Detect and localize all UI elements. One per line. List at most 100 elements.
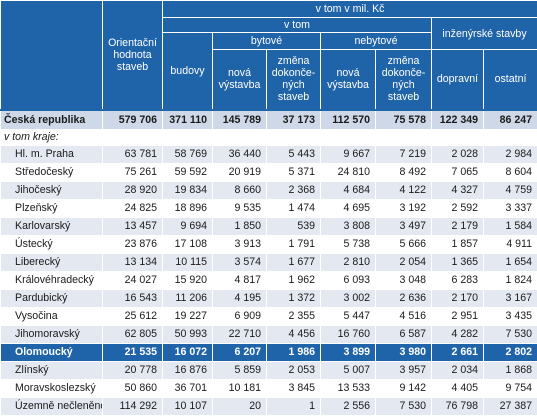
cell-value: 13 457 <box>103 217 163 235</box>
header-nebytove: nebytové <box>321 33 432 50</box>
cell-value: 3 845 <box>267 379 321 397</box>
subheader-label: v tom kraje: <box>1 129 537 145</box>
row-label: Ústecký <box>1 235 103 253</box>
cell-value: 86 247 <box>484 110 537 130</box>
cell-value: 23 876 <box>103 235 163 253</box>
cell-value: 4 456 <box>267 325 321 343</box>
cell-value: 371 110 <box>163 110 213 130</box>
cell-value: 13 134 <box>103 253 163 271</box>
cell-value: 2 592 <box>432 199 484 217</box>
cell-value: 3 167 <box>484 289 537 307</box>
row-label: Územně nečleněno <box>1 397 103 415</box>
cell-value: 539 <box>267 217 321 235</box>
cell-value: 1 654 <box>484 253 537 271</box>
cell-value: 1 868 <box>484 361 537 379</box>
cell-value: 579 706 <box>103 110 163 130</box>
header-zmena-bytove: změna dokonče-ných staveb <box>267 50 321 110</box>
cell-value: 1 824 <box>484 271 537 289</box>
cell-value: 4 405 <box>432 379 484 397</box>
cell-value: 2 368 <box>267 181 321 199</box>
cell-value: 18 896 <box>163 199 213 217</box>
cell-value: 3 913 <box>213 235 267 253</box>
cell-value: 20 778 <box>103 361 163 379</box>
cell-value: 28 920 <box>103 181 163 199</box>
cell-value: 114 292 <box>103 397 163 415</box>
row-label: Královéhradecký <box>1 271 103 289</box>
header-zmena-nebytove: změna dokonče-ných staveb <box>376 50 432 110</box>
cell-value: 76 798 <box>432 397 484 415</box>
row-label: Středočeský <box>1 163 103 181</box>
cell-value: 17 108 <box>163 235 213 253</box>
cell-value: 5 447 <box>321 307 376 325</box>
cell-value: 9 535 <box>213 199 267 217</box>
cell-value: 2 802 <box>484 343 537 361</box>
cell-value: 16 543 <box>103 289 163 307</box>
cell-value: 50 993 <box>163 325 213 343</box>
row-label: Olomoucký <box>1 343 103 361</box>
cell-value: 4 817 <box>213 271 267 289</box>
cell-value: 8 604 <box>484 163 537 181</box>
cell-value: 3 574 <box>213 253 267 271</box>
cell-value: 75 261 <box>103 163 163 181</box>
header-orientacni-hodnota: Orientační hodnota staveb <box>103 1 163 110</box>
row-label: Hl. m. Praha <box>1 145 103 163</box>
header-nova-vystavba-bytove: nová výstavba <box>213 50 267 110</box>
cell-value: 3 048 <box>376 271 432 289</box>
cell-value: 5 738 <box>321 235 376 253</box>
cell-value: 2 170 <box>432 289 484 307</box>
corner-header <box>1 1 103 110</box>
cell-value: 7 530 <box>376 397 432 415</box>
header-inzenyrske-stavby: inženýrské stavby <box>432 18 537 50</box>
cell-value: 3 192 <box>376 199 432 217</box>
cell-value: 2 984 <box>484 145 537 163</box>
cell-value: 1 850 <box>213 217 267 235</box>
cell-value: 37 173 <box>267 110 321 130</box>
cell-value: 3 980 <box>376 343 432 361</box>
row-label: Plzeňský <box>1 199 103 217</box>
cell-value: 62 805 <box>103 325 163 343</box>
cell-value: 10 115 <box>163 253 213 271</box>
cell-value: 6 587 <box>376 325 432 343</box>
header-nova-vystavba-nebytove: nová výstavba <box>321 50 376 110</box>
cell-value: 5 007 <box>321 361 376 379</box>
cell-value: 13 533 <box>321 379 376 397</box>
cell-value: 24 810 <box>321 163 376 181</box>
cell-value: 2 179 <box>432 217 484 235</box>
cell-value: 10 181 <box>213 379 267 397</box>
subheader-row: v tom kraje: <box>1 129 537 145</box>
cell-value: 7 065 <box>432 163 484 181</box>
cell-value: 3 337 <box>484 199 537 217</box>
cell-value: 5 371 <box>267 163 321 181</box>
cell-value: 1 474 <box>267 199 321 217</box>
cell-value: 112 570 <box>321 110 376 130</box>
header-bytove: bytové <box>213 33 321 50</box>
cell-value: 50 860 <box>103 379 163 397</box>
cell-value: 24 825 <box>103 199 163 217</box>
header-budovy: budovy <box>163 33 213 110</box>
cell-value: 9 694 <box>163 217 213 235</box>
cell-value: 36 701 <box>163 379 213 397</box>
cell-value: 4 759 <box>484 181 537 199</box>
cell-value: 6 207 <box>213 343 267 361</box>
header-v-tom: v tom <box>163 18 432 33</box>
cell-value: 3 808 <box>321 217 376 235</box>
cell-value: 25 612 <box>103 307 163 325</box>
cell-value: 4 695 <box>321 199 376 217</box>
row-label: Moravskoslezský <box>1 379 103 397</box>
header-dopravni: dopravní <box>432 50 484 110</box>
cell-value: 1 986 <box>267 343 321 361</box>
cell-value: 2 054 <box>376 253 432 271</box>
cell-value: 4 911 <box>484 235 537 253</box>
cell-value: 21 535 <box>103 343 163 361</box>
cell-value: 58 769 <box>163 145 213 163</box>
row-label: Pardubický <box>1 289 103 307</box>
cell-value: 1 372 <box>267 289 321 307</box>
cell-value: 19 227 <box>163 307 213 325</box>
cell-value: 6 283 <box>432 271 484 289</box>
